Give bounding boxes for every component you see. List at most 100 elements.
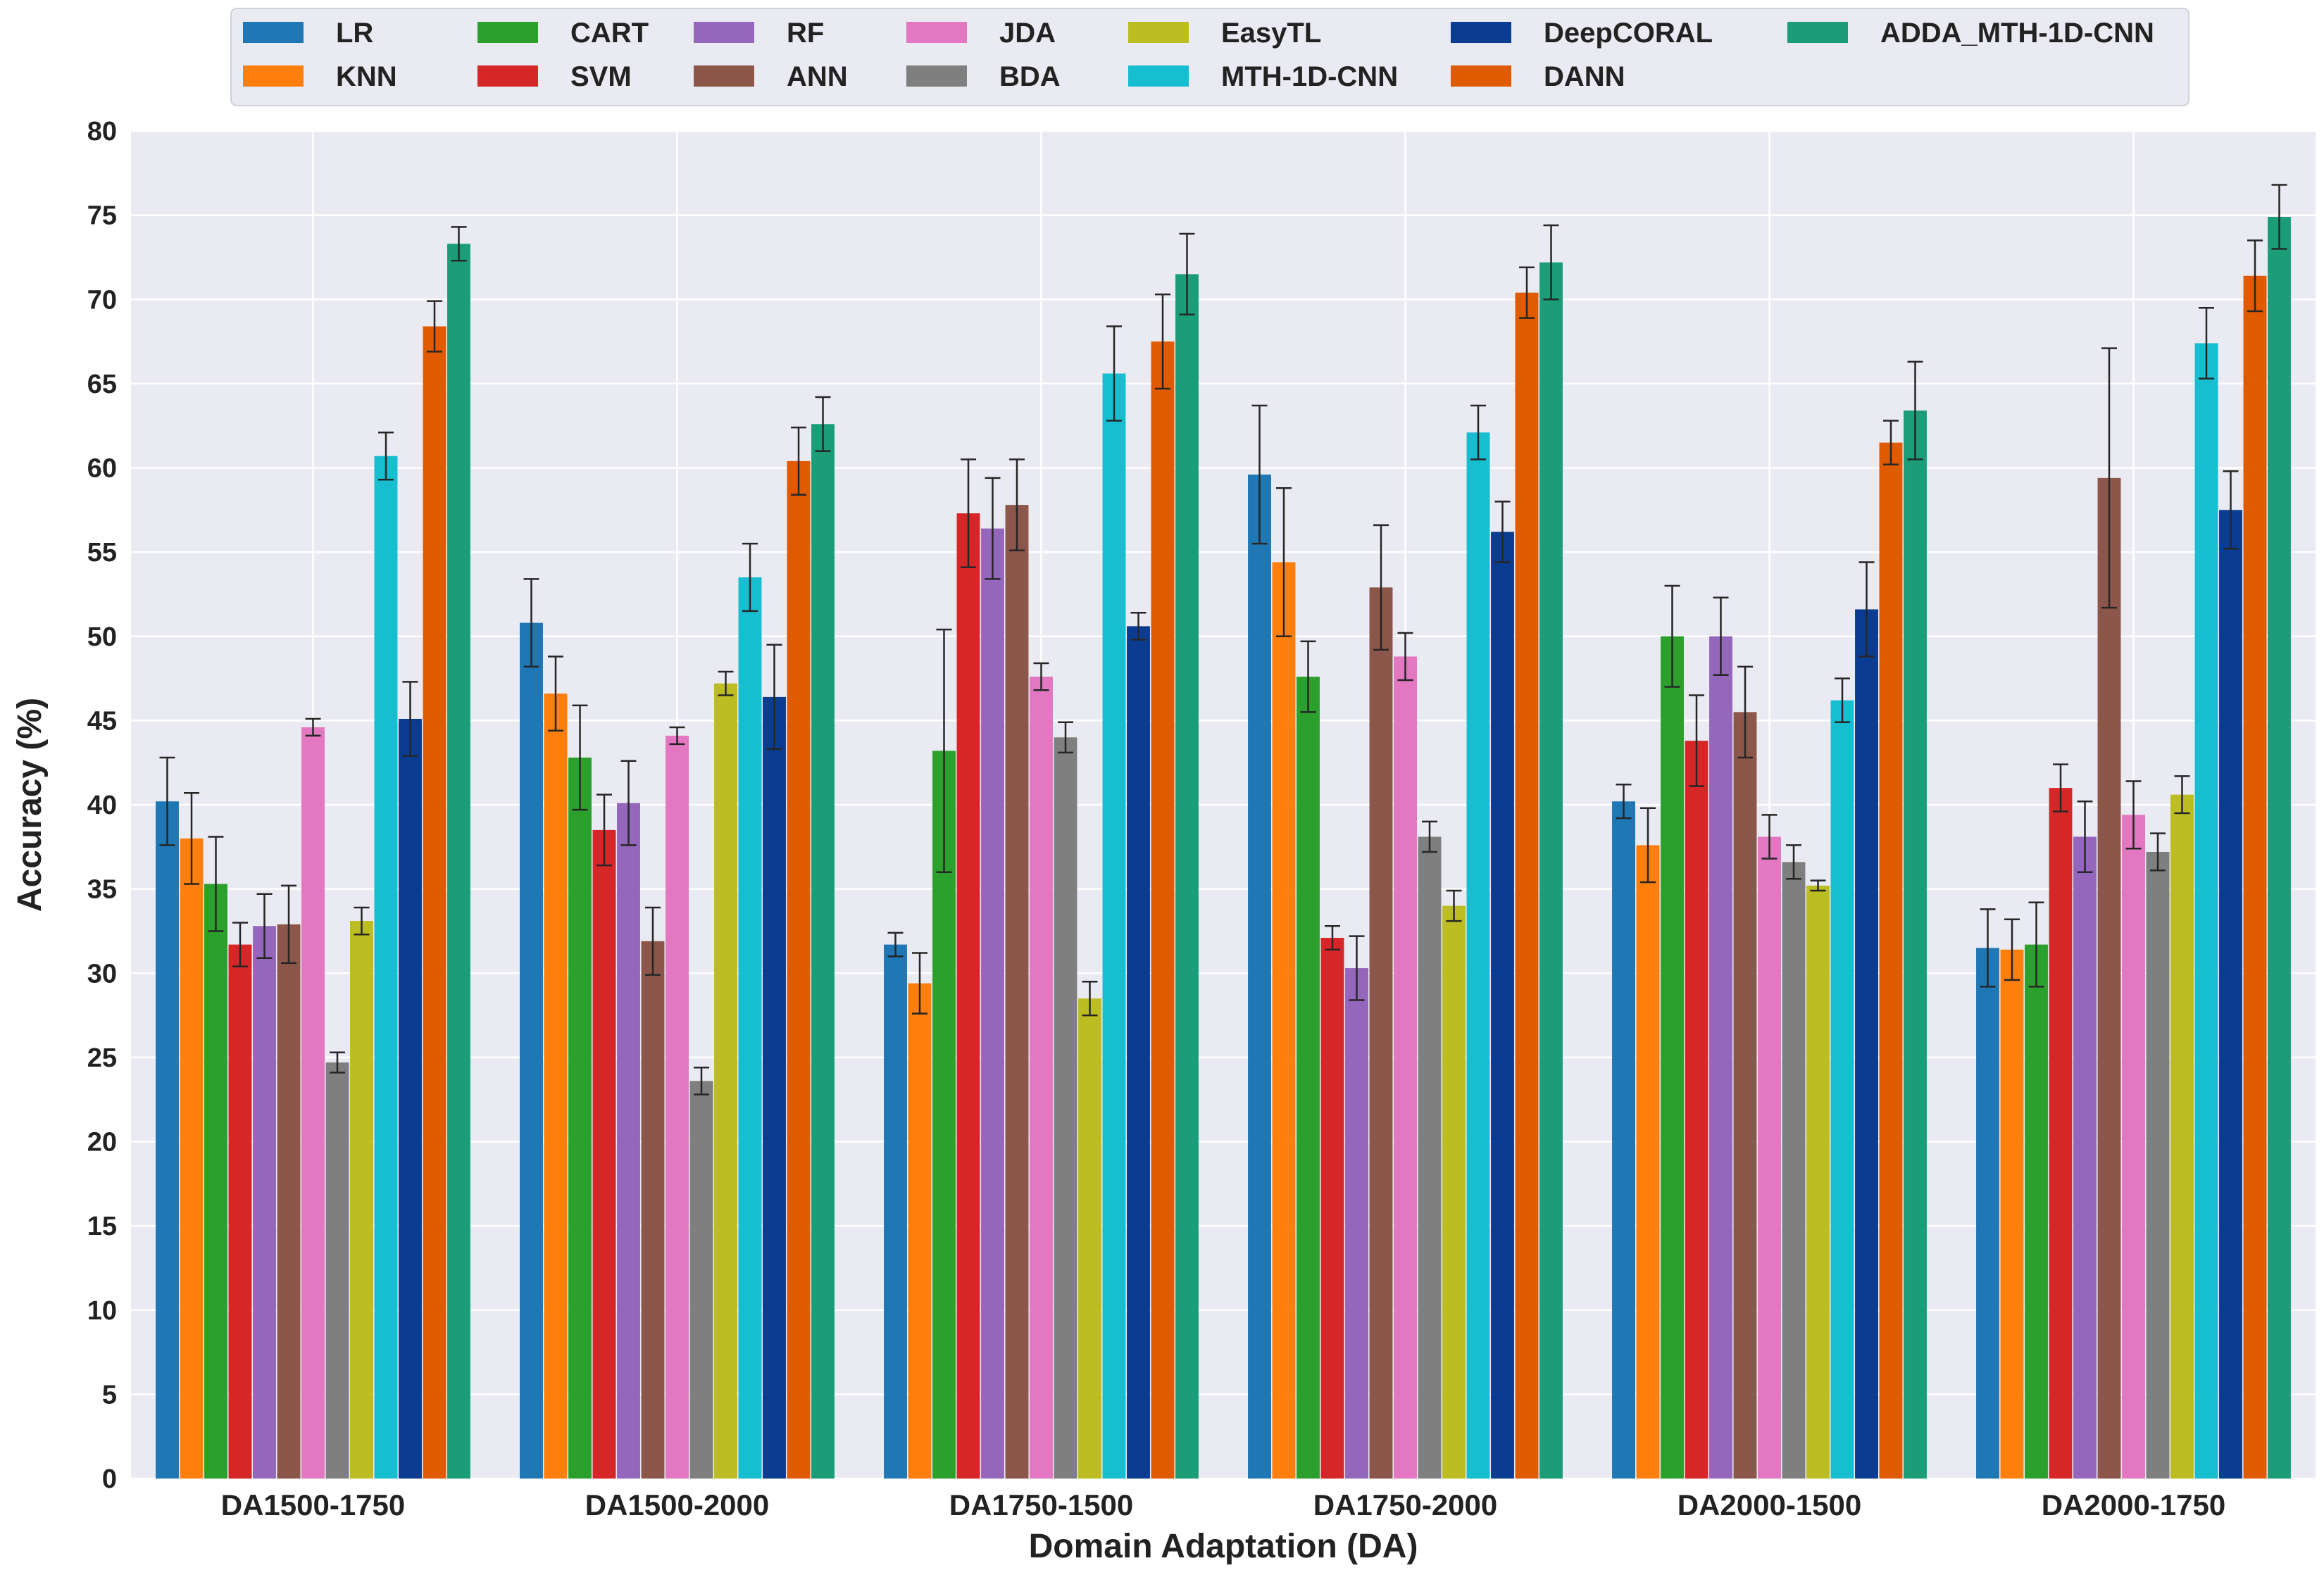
error-bar: [232, 922, 248, 967]
bar: [1466, 432, 1490, 1479]
bar: [1272, 562, 1296, 1479]
legend-swatch: [1451, 65, 1511, 87]
legend-swatch: [1128, 65, 1189, 87]
error-bar: [354, 906, 370, 936]
bar: [180, 838, 204, 1479]
y-tick-label: 55: [87, 538, 117, 567]
error-bar: [1810, 879, 1826, 892]
legend-item: BDA: [906, 61, 1061, 92]
error-bar: [2004, 918, 2020, 981]
bar: [1904, 410, 1927, 1479]
x-tick-label: DA1500-1750: [221, 1488, 406, 1521]
bar: [1879, 442, 1903, 1479]
legend: LR KNN CART SVM RF ANN JDA BDA EasyTL MTH-1D-CNN D…: [230, 8, 2189, 106]
bar: [714, 683, 737, 1479]
legend-swatch: [1128, 22, 1189, 43]
error-bar: [1446, 889, 1462, 922]
error-bar: [2199, 306, 2214, 379]
bar: [1394, 656, 1417, 1479]
y-tick-label: 50: [87, 622, 117, 652]
bar: [2194, 343, 2218, 1479]
bar: [1636, 845, 1660, 1479]
bar: [1054, 737, 1077, 1479]
error-bar: [2028, 901, 2044, 988]
bar: [520, 622, 543, 1479]
x-axis-ticks: DA1500-1750 DA1500-2000 DA1750-1500 DA1750-…: [221, 1488, 2226, 1521]
error-bar: [1883, 420, 1899, 465]
bar: [1127, 626, 1150, 1479]
error-bar: [378, 432, 394, 481]
legend-swatch: [906, 65, 967, 87]
bar: [2000, 949, 2024, 1479]
legend-swatch: [243, 22, 304, 43]
error-bar: [1325, 925, 1340, 951]
series-rf: [253, 477, 2097, 1479]
error-bar: [2223, 470, 2239, 550]
error-bar: [1713, 596, 1729, 677]
y-tick-label: 70: [87, 285, 117, 315]
bar: [2219, 510, 2242, 1479]
bar: [374, 456, 398, 1479]
bar: [1539, 262, 1563, 1479]
error-bar: [451, 226, 467, 262]
error-bar: [815, 396, 831, 452]
legend-swatch: [477, 22, 538, 43]
legend-swatch: [906, 22, 967, 43]
bar: [2049, 788, 2073, 1479]
bar: [1005, 505, 1029, 1479]
bar: [2122, 815, 2145, 1479]
bar: [641, 941, 665, 1479]
bar: [1830, 700, 1854, 1479]
error-bar: [1155, 293, 1170, 390]
y-tick-label: 5: [102, 1380, 117, 1410]
legend-label: DANN: [1544, 61, 1625, 92]
legend-item: MTH-1D-CNN: [1128, 61, 1398, 92]
bar: [2146, 851, 2170, 1479]
legend-label: BDA: [999, 61, 1061, 92]
legend-label: CART: [570, 18, 649, 49]
bar: [447, 244, 470, 1479]
error-bar: [1033, 662, 1049, 691]
legend-item: ADDA_MTH-1D-CNN: [1787, 18, 2154, 49]
y-tick-label: 0: [102, 1464, 117, 1494]
x-tick-label: DA1500-2000: [585, 1488, 770, 1521]
bar: [1976, 948, 1999, 1479]
x-tick-label: DA1750-1500: [949, 1488, 1134, 1521]
legend-label: ADDA_MTH-1D-CNN: [1880, 18, 2154, 49]
error-bar: [281, 884, 296, 965]
error-bar: [887, 931, 904, 958]
y-tick-label: 20: [87, 1128, 117, 1157]
bar: [1661, 636, 1684, 1479]
error-bar: [1786, 844, 1801, 880]
error-bar: [645, 906, 661, 976]
legend-item: ANN: [694, 61, 848, 92]
y-tick-label: 40: [87, 791, 117, 820]
legend-swatch: [694, 65, 754, 87]
error-bar: [742, 542, 758, 613]
error-bar: [523, 578, 539, 668]
error-bar: [2150, 832, 2166, 872]
error-bar: [572, 704, 588, 811]
bar: [2268, 217, 2291, 1479]
legend-label: DeepCORAL: [1544, 18, 1713, 49]
error-bar: [766, 644, 782, 751]
bar: [1612, 801, 1635, 1479]
x-tick-label: DA2000-1750: [2042, 1488, 2226, 1521]
bar: [325, 1062, 349, 1479]
legend-swatch: [1451, 22, 1511, 43]
error-bar: [912, 952, 927, 1015]
legend-item: KNN: [243, 61, 397, 92]
legend-swatch: [694, 22, 754, 43]
error-bar: [1494, 501, 1511, 563]
bar: [1855, 609, 1878, 1479]
series-adda-mth-1d-cnn: [447, 184, 2291, 1479]
error-bar: [1130, 612, 1147, 641]
error-bar: [330, 1051, 345, 1074]
x-axis-title: Domain Adaptation (DA): [1029, 1528, 1418, 1565]
bar: [981, 528, 1004, 1479]
error-bar: [596, 793, 612, 867]
x-tick-label: DA2000-1500: [1678, 1488, 1862, 1521]
error-bar: [2271, 184, 2287, 250]
error-bar: [1737, 665, 1753, 759]
